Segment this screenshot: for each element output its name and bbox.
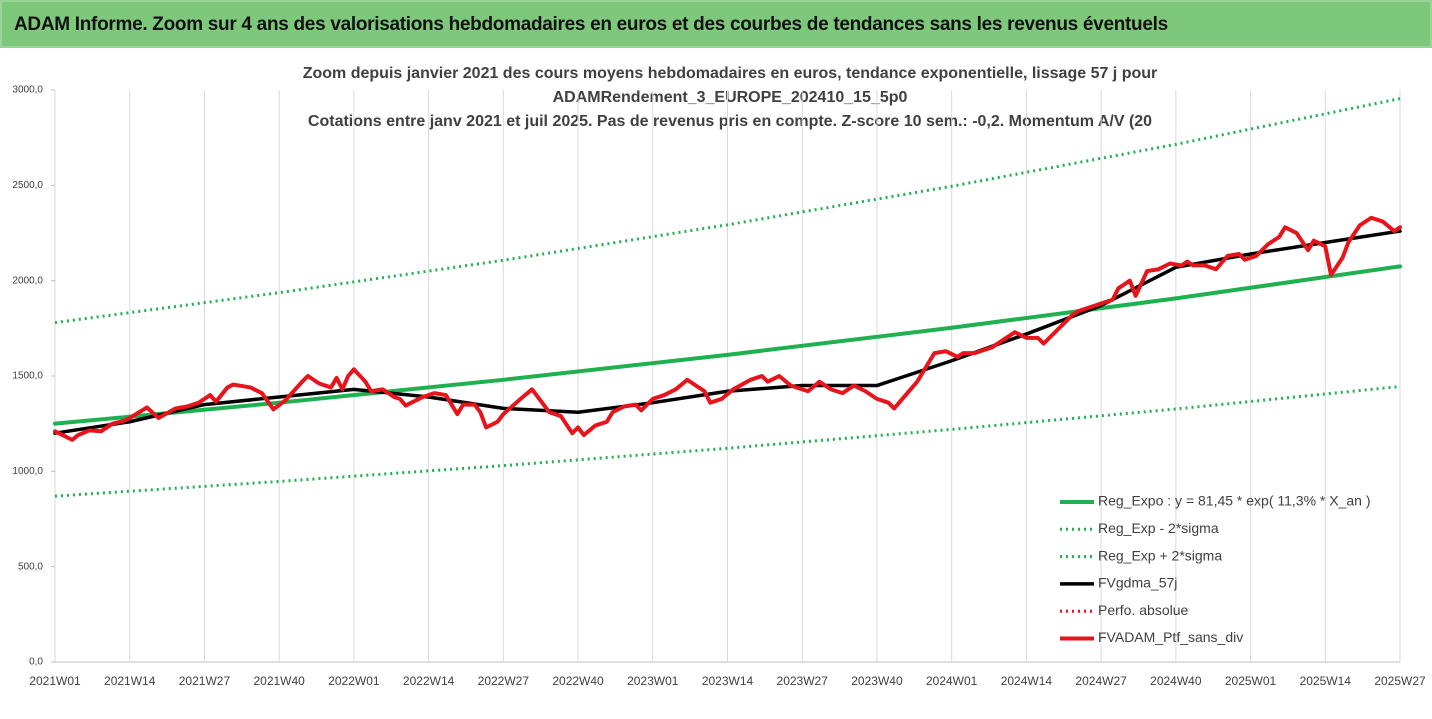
y-tick-label: 2500,0: [12, 180, 43, 191]
legend-label: FVgdma_57j: [1098, 575, 1177, 591]
legend-label: Reg_Expo : y = 81,45 * exp( 11,3% * X_an…: [1098, 493, 1371, 509]
x-tick-label: 2023W01: [627, 674, 679, 688]
x-tick-label: 2024W27: [1075, 674, 1127, 688]
chart-title: Zoom depuis janvier 2021 des cours moyen…: [303, 65, 1158, 82]
x-tick-label: 2025W27: [1374, 674, 1426, 688]
x-tick-label: 2022W01: [328, 674, 380, 688]
y-tick-label: 2000,0: [12, 275, 43, 286]
series-line: [54, 97, 1401, 325]
legend-label: FVADAM_Ptf_sans_div: [1098, 629, 1243, 645]
y-tick-label: 0,0: [29, 657, 43, 668]
x-tick-label: 2022W40: [552, 674, 604, 688]
x-tick-label: 2021W27: [179, 674, 231, 688]
chart: Zoom depuis janvier 2021 des cours moyen…: [12, 65, 1426, 688]
x-tick-label: 2024W14: [1001, 674, 1053, 688]
legend-label: Reg_Exp + 2*sigma: [1098, 547, 1222, 563]
header: ADAM Informe. Zoom sur 4 ans des valoris…: [0, 0, 1432, 48]
x-tick-label: 2023W27: [777, 674, 829, 688]
x-tick-label: 2023W40: [851, 674, 903, 688]
x-tick-label: 2025W14: [1300, 674, 1352, 688]
x-tick-label: 2021W14: [104, 674, 156, 688]
x-tick-label: 2023W14: [702, 674, 754, 688]
y-tick-label: 1000,0: [12, 466, 43, 477]
y-tick-label: 3000,0: [12, 85, 43, 96]
x-tick-label: 2024W01: [926, 674, 978, 688]
chart-title: Cotations entre janv 2021 et juil 2025. …: [308, 113, 1152, 130]
legend-label: Perfo. absolue: [1098, 602, 1188, 618]
x-tick-label: 2022W14: [403, 674, 455, 688]
x-tick-label: 2025W01: [1225, 674, 1277, 688]
x-tick-label: 2022W27: [478, 674, 530, 688]
header-title: ADAM Informe. Zoom sur 4 ans des valoris…: [14, 14, 1168, 35]
x-tick-label: 2024W40: [1150, 674, 1202, 688]
x-tick-label: 2021W01: [29, 674, 81, 688]
series-line: [53, 215, 1402, 442]
legend-label: Reg_Exp - 2*sigma: [1098, 520, 1219, 536]
x-tick-label: 2021W40: [253, 674, 305, 688]
chart-title: ADAMRendement_3_EUROPE_202410_15_5p0: [553, 89, 908, 106]
series-line: [53, 229, 1402, 435]
y-tick-label: 500,0: [18, 561, 43, 572]
y-tick-label: 1500,0: [12, 371, 43, 382]
